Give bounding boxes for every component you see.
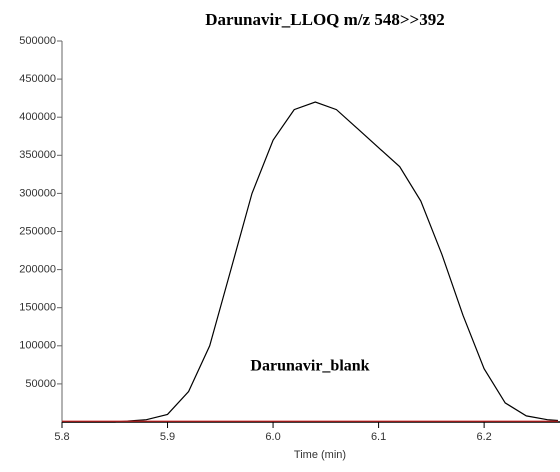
x-tick-label: 5.8 xyxy=(54,431,69,443)
y-tick-label: 200000 xyxy=(19,264,56,276)
x-tick-label: 5.9 xyxy=(160,431,175,443)
x-tick-label: 6.0 xyxy=(265,431,280,443)
y-tick-label: 150000 xyxy=(19,302,56,314)
annotation: Darunavir_blank xyxy=(250,358,369,375)
y-tick-label: 400000 xyxy=(19,111,56,123)
y-tick-label: 500000 xyxy=(19,35,56,47)
y-tick-label: 300000 xyxy=(19,187,56,199)
x-tick-label: 6.2 xyxy=(476,431,491,443)
x-axis-label: Time (min) xyxy=(294,449,346,461)
series-line xyxy=(62,101,559,423)
y-tick-label: 350000 xyxy=(19,149,56,161)
x-tick-label: 6.1 xyxy=(371,431,386,443)
chart-title: Darunavir_LLOQ m/z 548>>392 xyxy=(205,10,444,29)
y-tick-label: 250000 xyxy=(19,225,56,237)
y-tick-label: 50000 xyxy=(25,378,56,390)
y-tick-label: 450000 xyxy=(19,73,56,85)
y-tick-label: 100000 xyxy=(19,340,56,352)
